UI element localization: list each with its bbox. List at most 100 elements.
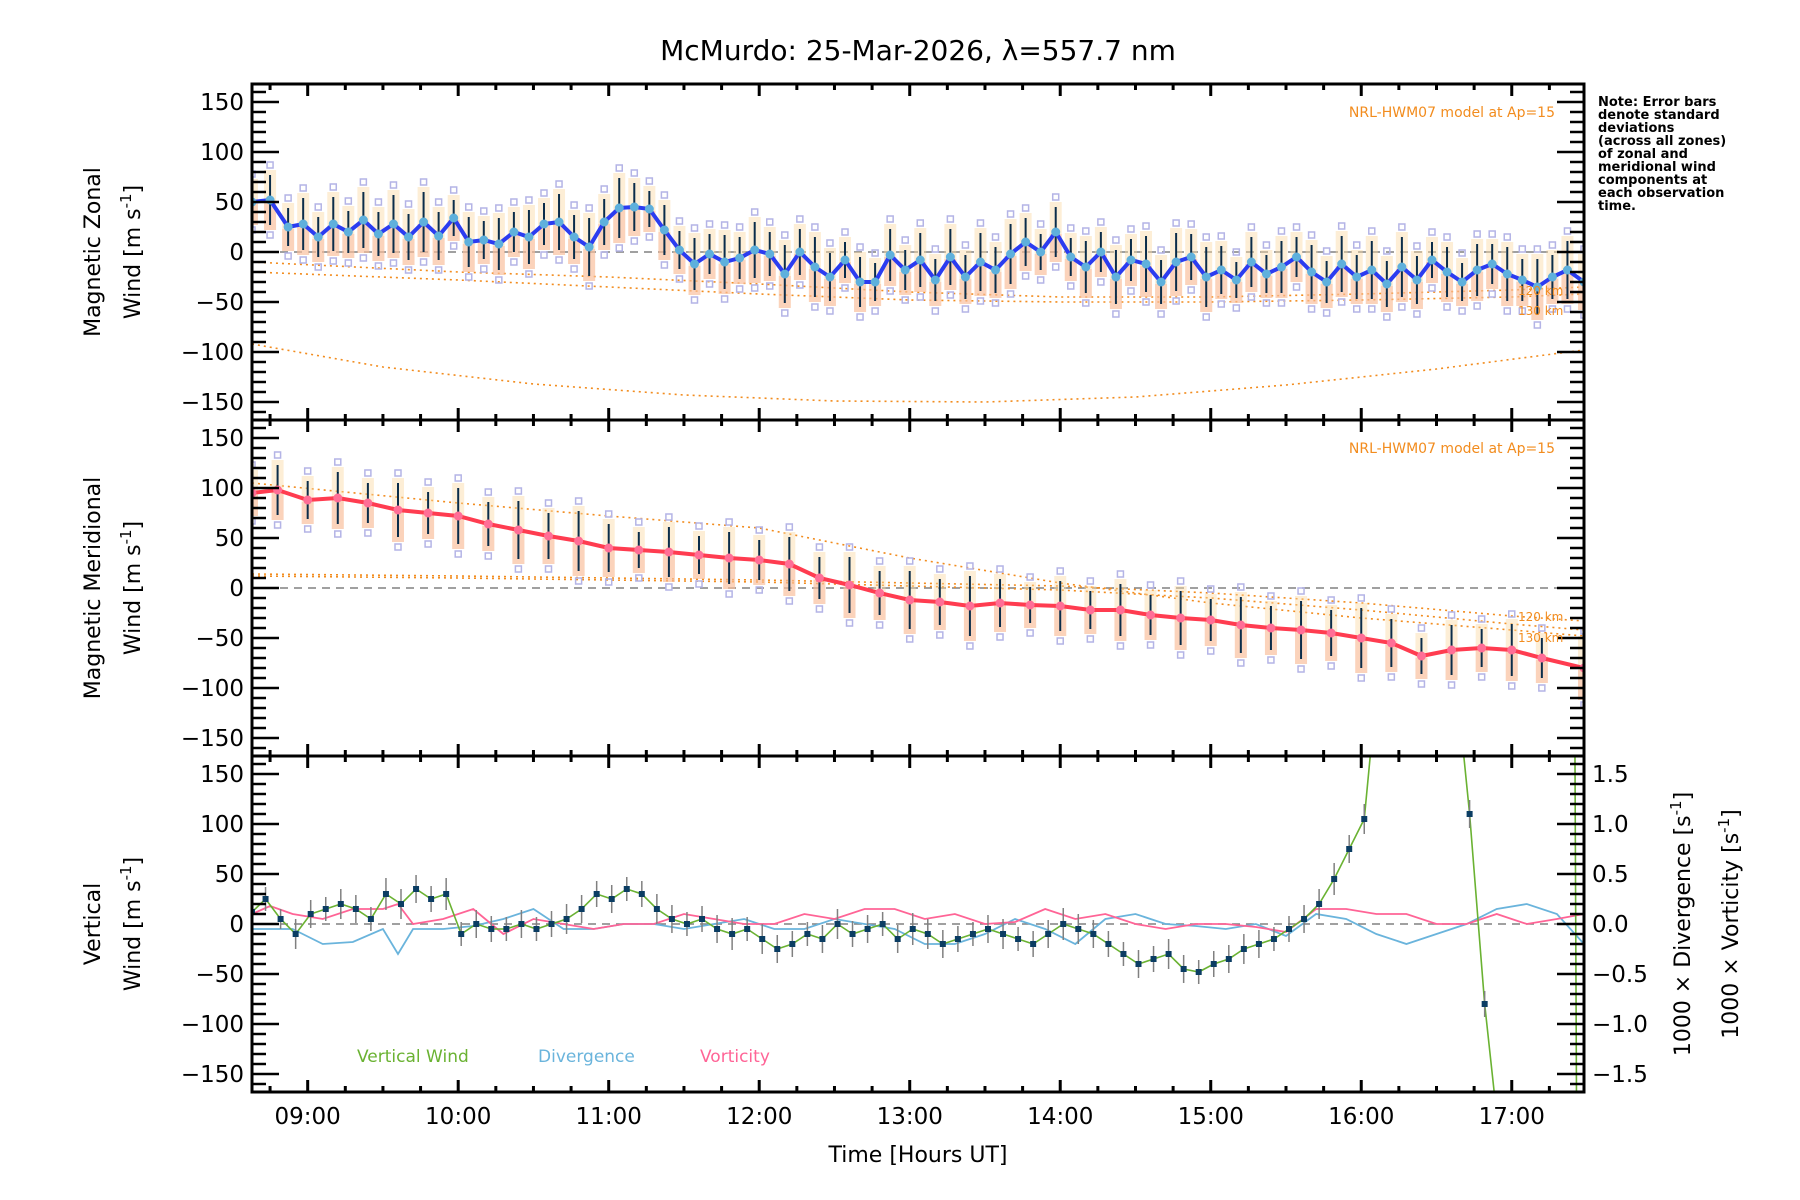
vertical-wind-point <box>894 936 901 942</box>
meridional-wind-point <box>1416 651 1426 661</box>
zone-marker <box>404 266 413 274</box>
vertical-wind-point <box>503 926 510 932</box>
zone-marker <box>525 196 533 204</box>
meridional-wind-point <box>784 559 794 569</box>
note-line: meridional wind <box>1598 160 1716 175</box>
vertical-wind-point <box>443 891 450 897</box>
zone-marker <box>1127 287 1135 295</box>
zone-marker <box>273 451 282 459</box>
zone-marker <box>645 233 654 241</box>
zone-marker <box>815 543 824 551</box>
meridional-wind-point <box>604 543 614 553</box>
zone-marker <box>1443 233 1451 241</box>
zone-marker <box>936 631 944 639</box>
zone-marker <box>1417 624 1426 632</box>
vertical-wind-point <box>518 921 525 927</box>
vertical-wind-point <box>1466 811 1473 817</box>
zonal-wind-point <box>599 217 609 227</box>
zonal-wind-point <box>479 235 489 245</box>
vertical-wind-point <box>1301 916 1308 922</box>
zone-marker <box>574 577 583 585</box>
zonal-wind-point <box>991 265 1001 275</box>
zone-marker <box>1232 248 1241 256</box>
zonal-wind-point <box>629 202 639 212</box>
zone-marker <box>424 478 432 486</box>
zone-marker <box>946 215 955 223</box>
meridional-wind-point <box>423 508 433 518</box>
zone-marker <box>1187 220 1195 228</box>
zone-marker <box>1508 682 1516 690</box>
zonal-wind-point <box>780 269 790 279</box>
zone-marker <box>252 461 256 469</box>
note-line: (across all zones) <box>1598 134 1726 149</box>
zone-marker <box>811 303 819 311</box>
panel-vertical: 150 100 50 0 −50 −100 −150 Vertical Wind [m s-1]… <box>81 754 1744 1094</box>
meridional-wind-point <box>754 555 764 565</box>
zone-marker <box>905 635 914 643</box>
y-axis-label-bracket: ] <box>121 185 146 194</box>
zone-marker <box>886 215 894 223</box>
y2-tick-label: −0.5 <box>1592 962 1648 988</box>
zonal-wind-point <box>1276 262 1286 272</box>
zone-marker <box>811 223 819 231</box>
zone-marker <box>266 161 274 169</box>
y-tick-label: −50 <box>195 290 244 316</box>
vertical-wind-point <box>699 916 706 922</box>
vertical-wind-point <box>879 921 886 927</box>
model-curve-upper <box>252 482 1584 637</box>
zonal-wind-point <box>1397 262 1407 272</box>
zone-marker <box>1488 230 1496 238</box>
zone-marker <box>1187 286 1195 294</box>
zonal-wind-point <box>945 252 955 262</box>
meridional-wind-point <box>905 595 915 605</box>
zonal-wind-point <box>1186 252 1196 262</box>
vertical-wind-point <box>277 916 284 922</box>
meridional-wind-point <box>1115 605 1125 615</box>
zone-marker <box>1082 299 1090 307</box>
meridional-wind-point <box>724 553 734 563</box>
zone-marker <box>1357 674 1365 682</box>
zonal-wind-point <box>840 255 850 265</box>
zone-marker <box>1428 284 1436 292</box>
y-tick-label: −50 <box>195 962 244 988</box>
x-tick-label: 13:00 <box>877 1104 943 1130</box>
zonal-wind-point <box>855 277 865 287</box>
meridional-wind-point <box>453 511 463 521</box>
zone-marker <box>449 186 458 194</box>
zone-marker <box>284 194 292 202</box>
meridional-wind-point <box>574 536 584 546</box>
zonal-wind-point <box>1261 269 1271 279</box>
panel-zonal: 150 100 50 0 −50 −100 −150 Magnetic Zonal Wind [… <box>81 82 1586 422</box>
y-tick-label: 0 <box>229 912 244 938</box>
note-line: of zonal and <box>1598 147 1688 162</box>
zone-marker <box>359 254 368 262</box>
y2-tick-label: 0.5 <box>1592 862 1629 888</box>
zone-marker <box>725 590 733 598</box>
zone-marker <box>394 469 402 477</box>
meridional-wind-point <box>1447 645 1457 655</box>
zone-marker <box>705 280 714 288</box>
zonal-wind-point <box>689 259 699 269</box>
legend-item-vorticity: Vorticity <box>700 1047 770 1067</box>
zone-marker <box>1337 222 1346 230</box>
divergence-axis-superscript: -1 <box>1667 800 1685 815</box>
meridional-wind-point <box>1055 601 1065 611</box>
vertical-wind-point <box>1361 816 1368 822</box>
zone-marker <box>690 296 699 304</box>
y-tick-label: 100 <box>200 812 244 838</box>
y-tick-label: 100 <box>200 140 244 166</box>
zonal-wind-point <box>1547 272 1557 282</box>
chart-title: McMurdo: 25-Mar-2026, λ=557.7 nm <box>660 34 1176 67</box>
zone-marker <box>720 295 729 303</box>
zone-marker <box>875 621 884 629</box>
zonal-wind-point <box>584 242 594 252</box>
y-axis-label-bracket: ] <box>121 521 146 530</box>
x-tick-label: 16:00 <box>1328 1104 1394 1130</box>
vertical-wind-point <box>262 896 269 902</box>
zone-marker <box>665 583 673 591</box>
zone-marker <box>394 543 402 551</box>
zone-marker <box>1518 307 1527 315</box>
vertical-wind-point <box>563 916 570 922</box>
zonal-wind-point <box>900 265 910 275</box>
zone-marker <box>1387 673 1396 681</box>
